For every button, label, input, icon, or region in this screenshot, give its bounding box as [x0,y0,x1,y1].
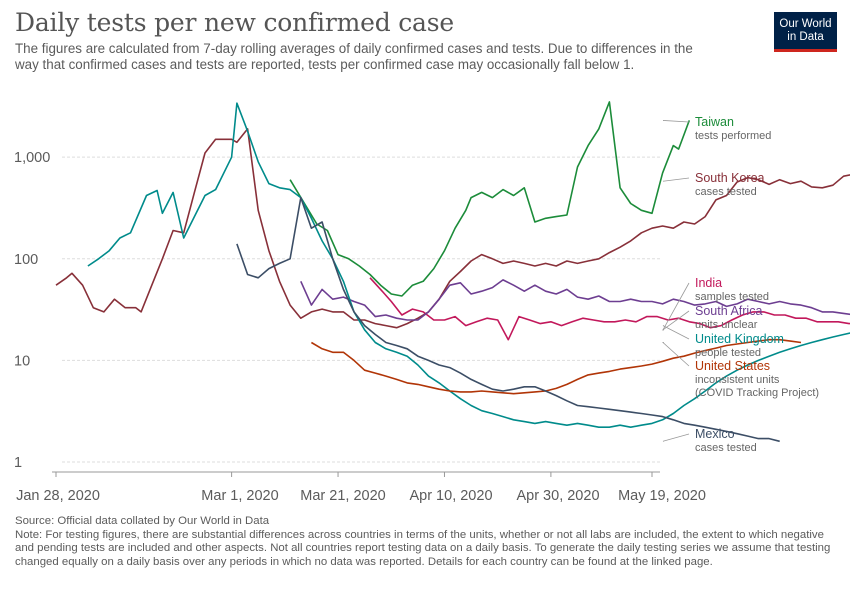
series-label-unit: units unclear [695,319,758,331]
x-tick-label: Mar 1, 2020 [201,488,278,504]
y-tick-label: 100 [14,252,38,268]
series-label-name: South Korea [695,171,765,185]
series-label-name: Mexico [695,427,735,441]
series-line-india[interactable] [369,277,850,341]
series-label-unit: people tested [695,347,761,359]
y-tick-label: 10 [14,353,30,369]
chart-title: Daily tests per new confirmed case [15,8,454,37]
series-label-name: United States [695,359,770,373]
series-label-unit: cases tested [695,442,757,454]
series-label-unit: cases tested [695,186,757,198]
x-tick-label: Mar 21, 2020 [300,488,385,504]
logo-line-2: in Data [787,30,824,43]
label-connector [662,433,690,442]
x-tick-label: Apr 30, 2020 [516,488,599,504]
logo-line-1: Our World [779,17,832,30]
x-tick-label: May 19, 2020 [618,488,706,504]
label-connector [662,120,690,123]
series-label-unit: samples tested [695,291,769,303]
series-line-taiwan[interactable] [289,101,691,297]
series-label-unit: inconsistent units (COVID Tracking Projec… [695,374,819,399]
label-connector [661,310,690,331]
series-label-name: United Kingdom [695,332,784,346]
series-label-unit: tests performed [695,130,771,142]
label-connector [661,342,690,367]
y-axis: 1 10 100 1,000 [14,150,50,471]
x-tick-label: Jan 28, 2020 [16,488,100,504]
series-line-united-states[interactable] [310,338,802,395]
x-axis: Jan 28, 2020 Mar 1, 2020 Mar 21, 2020 Apr 1… [16,471,706,504]
chart-subtitle: The figures are calculated from 7-day ro… [15,41,693,72]
label-connector [662,177,690,182]
source-note: Source: Official data collated by Our Wo… [15,515,270,527]
x-tick-label: Apr 10, 2020 [409,488,492,504]
owid-logo[interactable]: Our World in Data [774,12,837,52]
series-line-mexico[interactable] [236,196,780,443]
series-label-name: India [695,276,722,290]
label-connector [662,282,690,331]
methodology-note: Note: For testing figures, there are sub… [15,528,831,568]
label-connector [662,325,690,340]
series-label-name: South Africa [695,304,762,318]
series-lines [55,101,850,443]
series-line-south-korea[interactable] [55,128,850,329]
series-label-name: Taiwan [695,115,734,129]
series-line-united-kingdom[interactable] [87,102,850,428]
y-tick-label: 1,000 [14,150,50,166]
y-tick-label: 1 [14,455,22,471]
chart-footer: Source: Official data collated by Our Wo… [15,515,835,569]
series-line-south-africa[interactable] [300,279,850,330]
